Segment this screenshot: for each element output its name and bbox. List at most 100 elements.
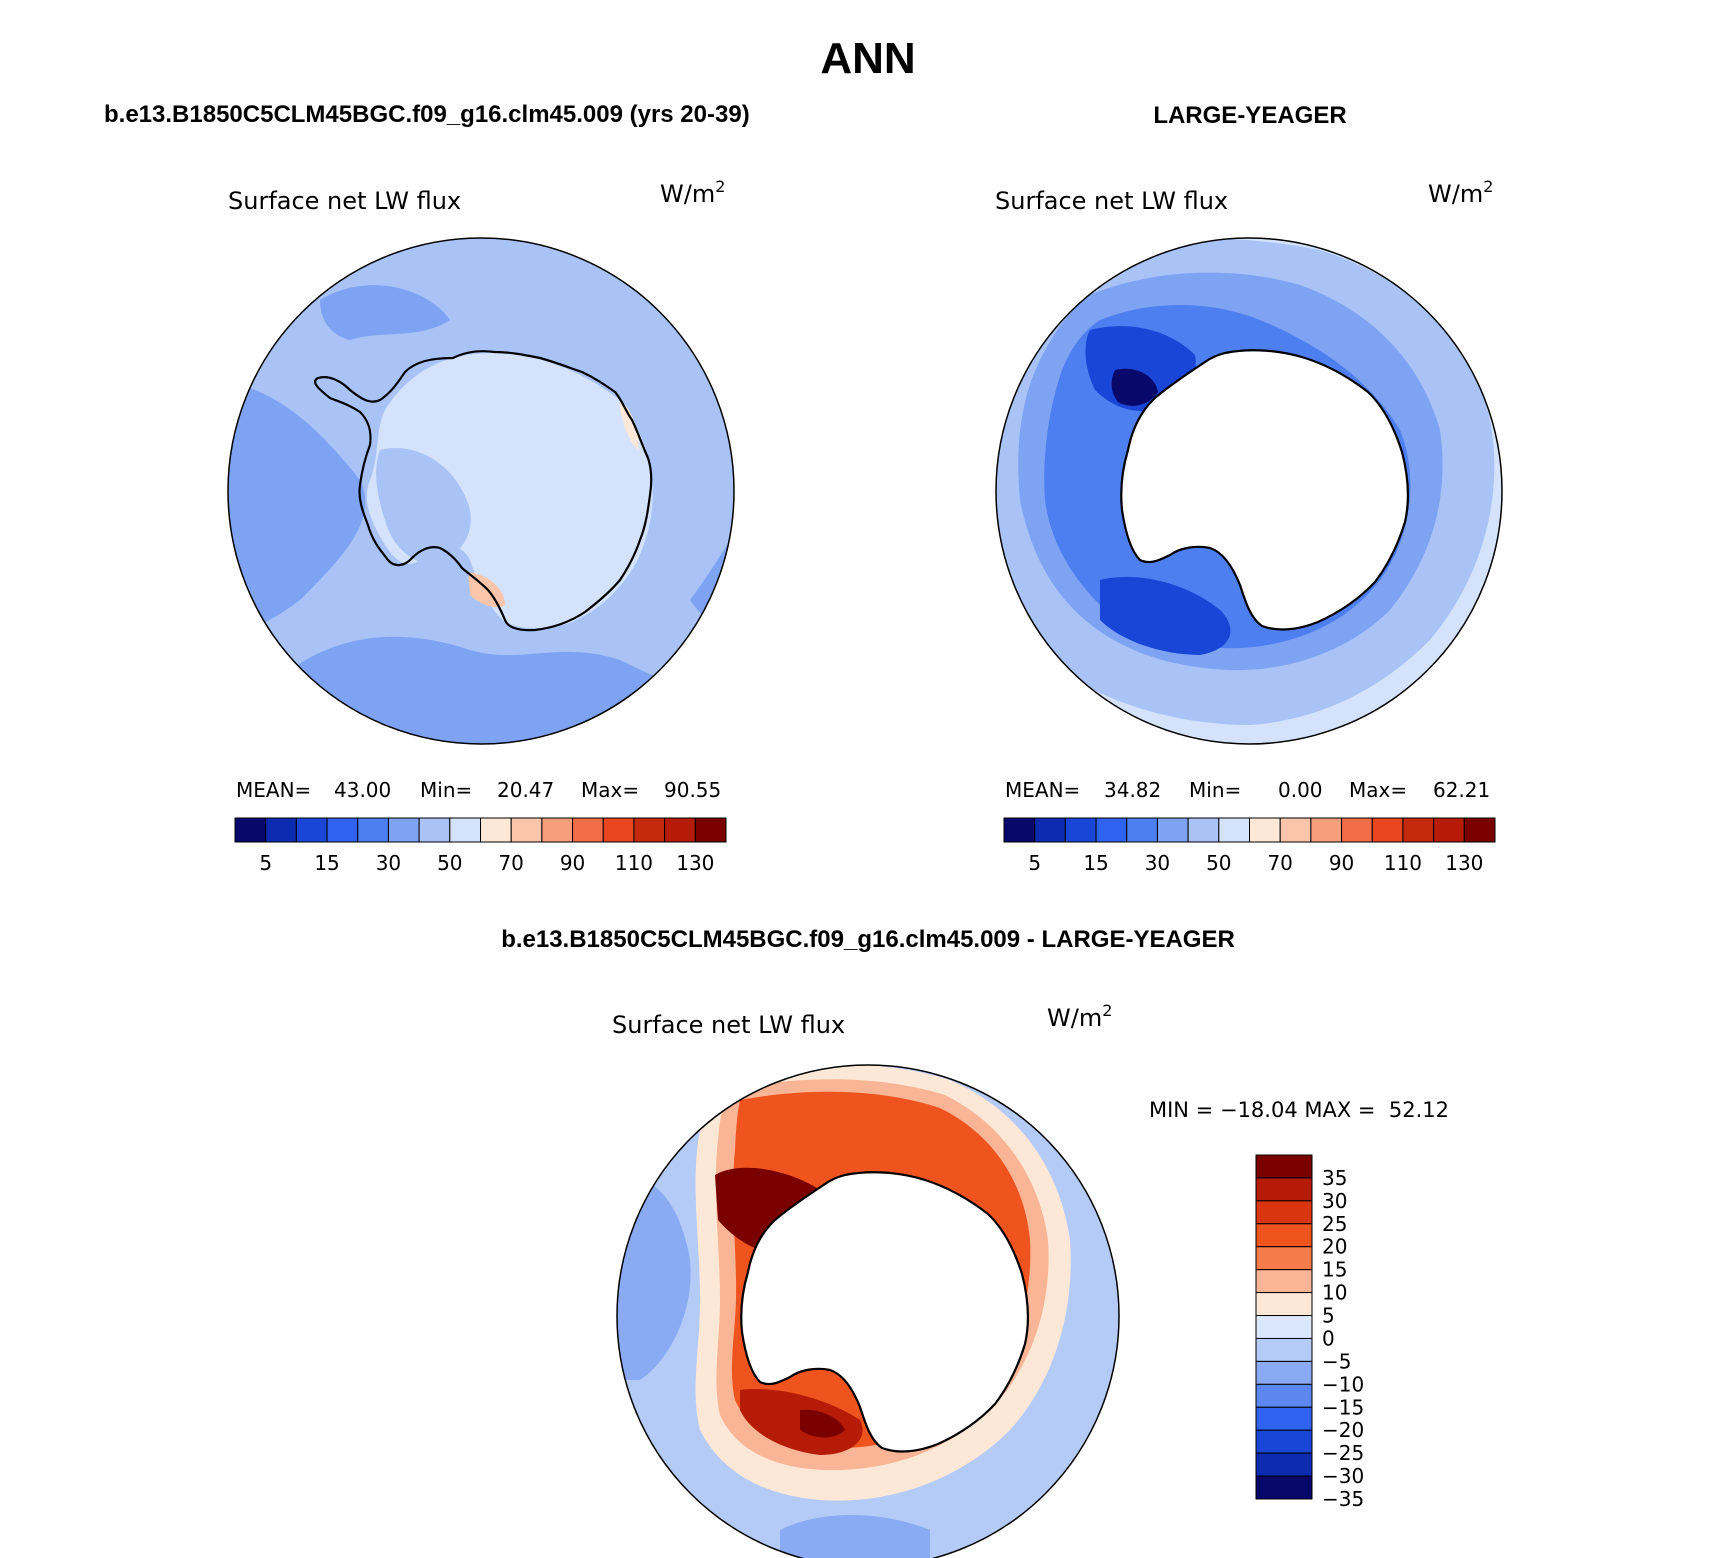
figure-title: ANN bbox=[820, 34, 915, 83]
diff-field-ross-core bbox=[800, 1409, 845, 1438]
diff-colorbar-tick-label: −25 bbox=[1322, 1441, 1364, 1465]
panel-a-min-label: Min= bbox=[420, 778, 472, 802]
panel-a-colorbar-swatch bbox=[572, 817, 604, 843]
diff-units-base: W/m bbox=[1047, 1004, 1102, 1032]
panel-a-field-band-north bbox=[320, 285, 450, 340]
panel-b-colorbar-tick-label: 15 bbox=[1083, 851, 1108, 875]
diff-variable-label: Surface net LW flux bbox=[612, 1011, 845, 1039]
panel-b-case-title: LARGE-YEAGER bbox=[1153, 102, 1346, 129]
panel-a-units-base: W/m bbox=[660, 180, 715, 208]
panel-a-mean-value: 43.00 bbox=[334, 778, 391, 802]
panel-b-colorbar-tick-label: 110 bbox=[1384, 851, 1422, 875]
panel-b-colorbar-swatch bbox=[1156, 817, 1189, 843]
diff-colorbar-tick-label: −35 bbox=[1322, 1487, 1364, 1511]
panel-b-variable-label: Surface net LW flux bbox=[995, 187, 1228, 215]
panel-b-colorbar-swatch bbox=[1402, 817, 1435, 843]
panel-b-colorbar-swatch bbox=[1371, 817, 1404, 843]
diff-colorbar-tick-label: −15 bbox=[1322, 1395, 1364, 1419]
panel-b-units-base: W/m bbox=[1428, 180, 1483, 208]
panel-a-colorbar-tick-label: 15 bbox=[314, 851, 339, 875]
panel-a-colorbar-swatch bbox=[234, 817, 267, 843]
panel-a-coastline bbox=[314, 350, 653, 632]
diff-colorbar-swatch bbox=[1255, 1200, 1313, 1225]
panel-a-colorbar-tick-label: 70 bbox=[498, 851, 523, 875]
diff-colorbar-swatch bbox=[1255, 1475, 1313, 1500]
diff-colorbar-tick-label: 35 bbox=[1322, 1166, 1347, 1190]
panel-b-colorbar-swatch bbox=[1187, 817, 1220, 843]
diff-field-south-cold bbox=[780, 1515, 930, 1558]
panel-b-colorbar-swatch bbox=[1218, 817, 1250, 843]
panel-b-field-weddell-core bbox=[1111, 368, 1158, 406]
panel-a-colorbar-swatch bbox=[295, 817, 328, 843]
panel-b-coastline bbox=[1120, 349, 1409, 631]
panel-a-colorbar-swatch bbox=[418, 817, 451, 843]
panel-b-colorbar-tick-label: 70 bbox=[1267, 851, 1292, 875]
panel-b-mean-label: MEAN= bbox=[1005, 778, 1080, 802]
panel-b-field-ross bbox=[1100, 576, 1231, 655]
diff-colorbar-tick-label: 15 bbox=[1322, 1258, 1347, 1282]
diff-minmax: MIN = −18.04 MAX = 52.12 bbox=[1149, 1098, 1449, 1122]
panel-a-continent-mid bbox=[376, 448, 471, 565]
panel-b-colorbar-swatch bbox=[1341, 817, 1373, 843]
diff-colorbar-swatch bbox=[1255, 1337, 1313, 1362]
diff-continent bbox=[741, 1172, 1028, 1452]
panel-a-field-band-west bbox=[228, 380, 366, 631]
diff-units-exponent: 2 bbox=[1102, 1001, 1112, 1020]
panel-a-min-value: 20.47 bbox=[497, 778, 554, 802]
panel-a-continent-interior bbox=[366, 353, 653, 629]
panel-b-colorbar-swatch bbox=[1249, 817, 1281, 843]
panel-b-colorbar-swatch bbox=[1463, 817, 1496, 843]
diff-colorbar-swatch bbox=[1255, 1406, 1313, 1431]
panel-a-colorbar-swatch bbox=[510, 817, 543, 843]
panel-a-max-label: Max= bbox=[581, 778, 639, 802]
panel-a-colorbar-tick-label: 30 bbox=[376, 851, 401, 875]
diff-colorbar-tick-label: 25 bbox=[1322, 1212, 1347, 1236]
panel-a-field-band-30-50 bbox=[228, 636, 734, 744]
diff-colorbar-tick-label: −20 bbox=[1322, 1418, 1364, 1442]
panel-b-colorbar-swatch bbox=[1064, 817, 1097, 843]
diff-colorbar-swatch bbox=[1255, 1452, 1313, 1477]
panel-a-colorbar-swatch bbox=[326, 817, 359, 843]
panel-b-colorbar-swatch bbox=[1095, 817, 1128, 843]
panel-b-min-value: 0.00 bbox=[1278, 778, 1323, 802]
panel-b-continent bbox=[1121, 350, 1408, 630]
panel-b-colorbar-swatch bbox=[1003, 817, 1036, 843]
panel-a-colorbar-tick-label: 90 bbox=[560, 851, 585, 875]
panel-b-map-border bbox=[995, 237, 1503, 745]
panel-a-colorbar-swatch bbox=[387, 817, 420, 843]
diff-colorbar-swatch bbox=[1255, 1429, 1313, 1454]
panel-a-colorbar-swatch bbox=[664, 817, 696, 843]
panel-b-map bbox=[995, 237, 1503, 745]
panel-b-colorbar: 5 15 30 50 70 90 110 130 bbox=[1003, 817, 1496, 875]
panel-b-mean-value: 34.82 bbox=[1104, 778, 1161, 802]
diff-colorbar-tick-label: −5 bbox=[1322, 1349, 1351, 1373]
panel-b-max-value: 62.21 bbox=[1433, 778, 1490, 802]
panel-a-colorbar-swatch bbox=[480, 817, 512, 843]
panel-b-colorbar-swatch bbox=[1310, 817, 1343, 843]
panel-a-colorbar-swatch bbox=[694, 817, 727, 843]
panel-b-colorbar-swatch bbox=[1433, 817, 1465, 843]
diff-colorbar-swatch bbox=[1255, 1383, 1313, 1408]
panel-b-min-label: Min= bbox=[1189, 778, 1241, 802]
diff-map bbox=[616, 1064, 1120, 1558]
diff-map-border bbox=[616, 1064, 1120, 1558]
diff-colorbar-swatch bbox=[1255, 1246, 1313, 1271]
diff-title: b.e13.B1850C5CLM45BGC.f09_g16.clm45.009 … bbox=[501, 926, 1235, 953]
diff-field-west-cold bbox=[617, 1178, 691, 1380]
diff-colorbar-swatch bbox=[1255, 1223, 1313, 1248]
diff-colorbar-swatch bbox=[1255, 1292, 1313, 1317]
panel-a-map bbox=[227, 237, 735, 745]
panel-a-variable-label: Surface net LW flux bbox=[228, 187, 461, 215]
panel-a-colorbar-tick-label: 5 bbox=[259, 851, 272, 875]
panel-a-map-border bbox=[227, 237, 735, 745]
diff-colorbar-swatch bbox=[1255, 1360, 1313, 1385]
diff-units: W/m2 bbox=[1047, 1001, 1112, 1032]
diff-colorbar-tick-label: 0 bbox=[1322, 1326, 1335, 1350]
diff-coastline bbox=[740, 1171, 1029, 1453]
diff-colorbar-swatch bbox=[1255, 1177, 1313, 1202]
panel-b-colorbar-tick-label: 5 bbox=[1028, 851, 1041, 875]
panel-b-units-exponent: 2 bbox=[1483, 177, 1493, 196]
panel-a-colorbar-swatch bbox=[633, 817, 666, 843]
